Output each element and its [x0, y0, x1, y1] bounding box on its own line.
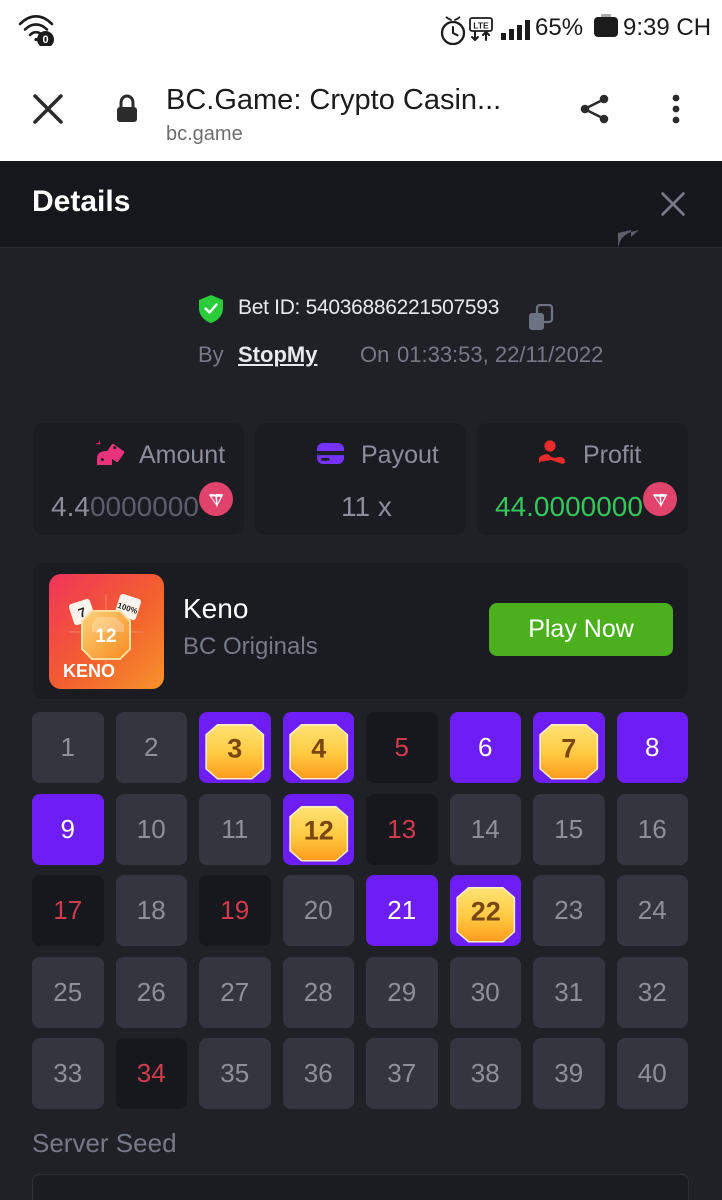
svg-text:12: 12 — [303, 815, 333, 845]
svg-text:LTE: LTE — [473, 21, 489, 31]
svg-text:22: 22 — [470, 896, 500, 926]
svg-text:4: 4 — [311, 733, 326, 763]
svg-text:3: 3 — [227, 733, 242, 763]
svg-text:7: 7 — [561, 733, 576, 763]
svg-text:0: 0 — [42, 34, 48, 46]
